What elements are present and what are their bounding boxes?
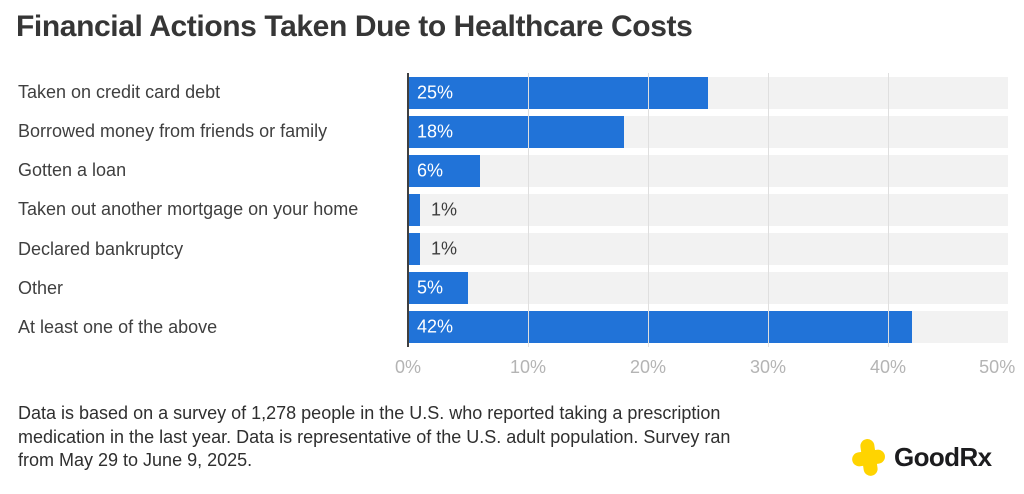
category-label: Taken out another mortgage on your home <box>18 199 359 220</box>
bar-value-label: 18% <box>417 121 454 142</box>
bar-track: 18% <box>408 115 1008 148</box>
bar-track: 1% <box>408 233 1008 266</box>
bar <box>408 311 912 344</box>
footnote-line: medication in the last year. Data is rep… <box>18 426 731 447</box>
gridline <box>528 73 529 347</box>
bar <box>408 272 468 305</box>
bar-row: 1% <box>408 230 1008 269</box>
bar-value-label: 42% <box>417 316 454 337</box>
bar-track: 1% <box>408 193 1008 226</box>
bar <box>408 115 624 148</box>
category-label: Borrowed money from friends or family <box>18 121 328 142</box>
x-tick-label: 50% <box>979 357 1016 377</box>
goodrx-plus-icon <box>850 436 888 477</box>
gridline <box>768 73 769 347</box>
bar-row: 18% <box>408 112 1008 151</box>
footnote-line: from May 29 to June 9, 2025. <box>18 450 253 470</box>
x-tick-label: 20% <box>629 357 667 377</box>
category-label: Declared bankruptcy <box>18 238 184 259</box>
bar-value-label: 1% <box>431 238 458 259</box>
wordmark-rx: Rx <box>959 441 992 472</box>
bar-row: 42% <box>408 308 1008 347</box>
category-label: At least one of the above <box>18 316 218 337</box>
plus-horizontal-bar <box>851 447 886 467</box>
x-tick-label: 0% <box>394 357 422 377</box>
bar <box>408 193 420 226</box>
wordmark-good: Good <box>894 441 960 472</box>
bar-value-label: 5% <box>417 277 444 298</box>
footnote: Data is based on a survey of 1,278 peopl… <box>18 402 730 473</box>
category-label: Other <box>18 277 64 298</box>
bar-value-label: 1% <box>431 199 458 220</box>
category-label: Taken on credit card debt <box>18 82 221 103</box>
bar <box>408 154 480 187</box>
category-labels: Taken on credit card debt Borrowed money … <box>18 73 403 347</box>
footnote-line: Data is based on a survey of 1,278 peopl… <box>18 403 721 423</box>
x-tick-label: 30% <box>749 357 787 377</box>
goodrx-logo: GoodRx <box>850 436 992 477</box>
category-label: Gotten a loan <box>18 160 127 181</box>
y-axis-line <box>407 73 409 347</box>
gridline <box>648 73 649 347</box>
bar-track: 5% <box>408 272 1008 305</box>
x-tick-label: 10% <box>509 357 547 377</box>
bar-row: 6% <box>408 151 1008 190</box>
chart-title: Financial Actions Taken Due to Healthcar… <box>16 10 693 43</box>
bar-row: 1% <box>408 190 1008 229</box>
bar-value-label: 25% <box>417 82 454 103</box>
bar-value-label: 6% <box>417 160 444 181</box>
plot-area: 25% 18% 6% 1% 1% 5% 42% <box>408 73 1008 347</box>
bar-track: 42% <box>408 311 1008 344</box>
bar-row: 5% <box>408 269 1008 308</box>
x-tick-label: 40% <box>869 357 907 377</box>
bar-track: 6% <box>408 154 1008 187</box>
bar <box>408 233 420 266</box>
bar-row: 25% <box>408 73 1008 112</box>
bar <box>408 76 708 109</box>
gridline <box>888 73 889 347</box>
goodrx-wordmark: GoodRx <box>894 442 992 473</box>
bar-track: 25% <box>408 76 1008 109</box>
plot-rows: 25% 18% 6% 1% 1% 5% 42% <box>408 73 1008 347</box>
